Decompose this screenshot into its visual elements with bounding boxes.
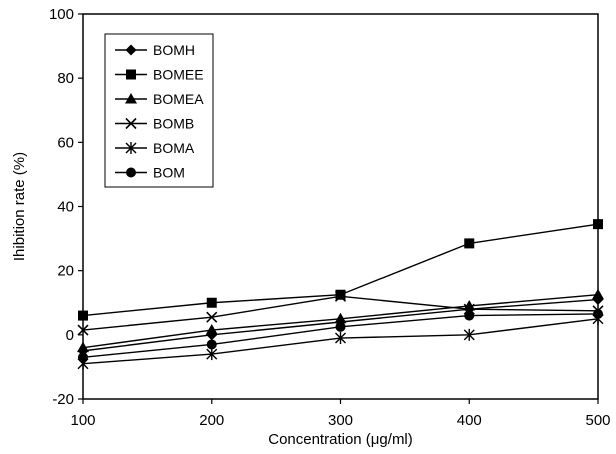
legend-label: BOMEE [153,67,204,83]
data-point [206,339,217,350]
legend-item: BOM [115,165,185,181]
data-point [77,324,89,336]
data-point [206,348,218,361]
data-point [593,219,603,230]
series-group [77,219,604,370]
legend-marker [125,93,137,104]
data-point [464,238,475,249]
data-point [592,288,604,300]
legend-label: BOMEA [153,91,204,107]
data-point [593,308,603,319]
x-tick-label: 400 [457,412,482,429]
series-bomea [77,288,604,353]
legend-item: BOMEA [115,91,204,107]
data-point [334,312,347,324]
x-tick-label: 200 [199,412,224,429]
legend-marker [126,69,136,80]
legend-label: BOMA [153,140,195,156]
x-axis: 100 200 300 400 500 [70,399,611,429]
x-axis-title: Concentration (μg/ml) [268,431,413,448]
data-point [205,324,218,335]
data-point [78,352,88,363]
y-tick-label: 40 [57,199,74,216]
data-point [206,297,217,308]
series-bom [78,308,603,363]
y-tick-label: -20 [52,391,74,408]
data-point [334,290,347,302]
data-point [206,311,218,323]
legend-marker [125,44,137,56]
legend-marker [126,167,136,178]
data-point [463,299,476,311]
legend-marker [125,142,137,154]
data-point [77,341,89,353]
legend-item: BOMB [115,116,194,132]
y-tick-label: 20 [57,263,74,280]
legend: BOMH BOMEE BOMEA BOMB BOMA BOM [104,33,214,188]
y-tick-label: 0 [66,327,74,344]
legend-item: BOMEE [115,67,204,83]
data-point [464,310,475,321]
data-point [335,289,346,300]
data-point [78,310,88,321]
y-tick-label: 100 [49,6,74,23]
y-axis: -20 0 20 40 60 80 100 [49,6,83,408]
legend-item: BOMA [115,140,195,156]
legend-item: BOMH [115,42,195,58]
data-point [335,332,346,345]
y-tick-label: 60 [57,134,74,151]
x-tick-label: 300 [328,412,353,429]
y-tick-label: 80 [57,70,74,87]
y-axis-title: Ihibition rate (%) [11,152,28,261]
x-tick-label: 100 [70,412,95,429]
legend-label: BOMB [153,116,194,132]
legend-label: BOM [153,165,185,181]
series-bomee [78,219,603,321]
data-point [335,321,346,332]
x-tick-label: 500 [585,412,610,429]
legend-label: BOMH [153,42,195,58]
legend-box [104,33,214,188]
data-point [463,328,475,341]
legend-marker [125,117,137,130]
